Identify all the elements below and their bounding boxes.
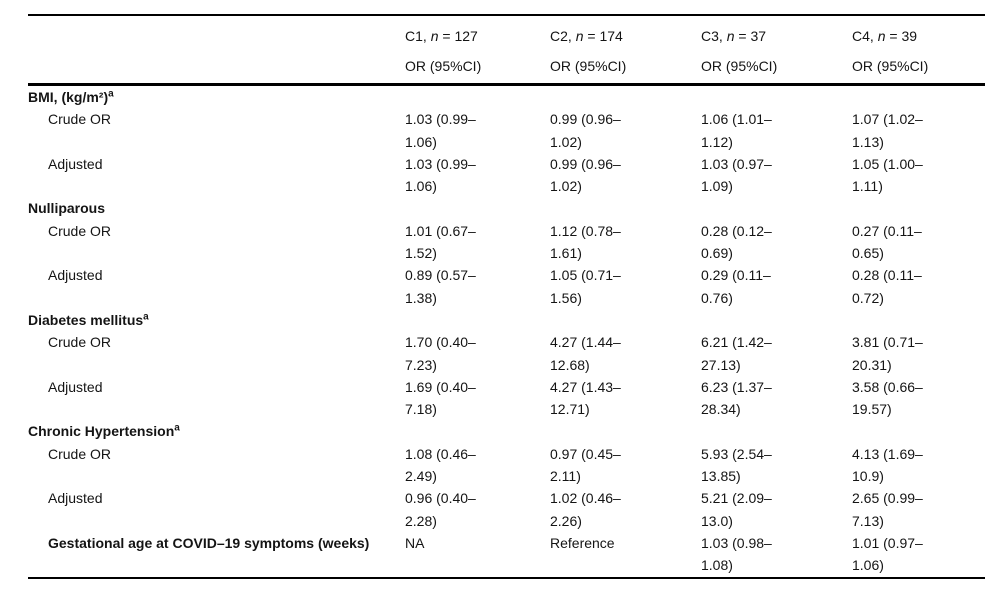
row-label-gestational-age: Gestational age at COVID–19 symptoms (we… — [48, 534, 370, 551]
row-label: Crude OR — [48, 334, 112, 351]
footnote-marker: a — [174, 422, 180, 434]
or-value-cell: 1.01 (0.67–1.52) — [405, 222, 476, 262]
data-row-bmi-adjusted: Adjusted 1.03 (0.99–1.06) 0.99 (0.96–1.0… — [28, 153, 985, 198]
corner-cell — [28, 15, 405, 85]
data-row-hypertension-crude: Crude OR 1.08 (0.46–2.49) 0.97 (0.45–2.1… — [28, 443, 985, 488]
or-value-cell: 1.69 (0.40–7.18) — [405, 378, 476, 418]
or-value-cell: 6.21 (1.42–27.13) — [701, 334, 772, 373]
row-label: Crude OR — [48, 222, 112, 239]
row-label: Crude OR — [48, 445, 112, 462]
data-row-gestational-age: Gestational age at COVID–19 symptoms (we… — [28, 532, 985, 578]
data-row-nulliparous-adjusted: Adjusted 0.89 (0.57–1.38) 1.05 (0.71–1.5… — [28, 264, 985, 309]
or-value-cell: 1.03 (0.99–1.06) — [405, 155, 476, 195]
or-value-cell: 0.89 (0.57–1.38) — [405, 267, 476, 306]
or-value-cell: 1.03 (0.98–1.08) — [701, 534, 772, 574]
section-label: Nulliparous — [28, 200, 106, 217]
or-value-cell: 1.03 (0.97–1.09) — [701, 155, 772, 195]
or-value-cell: 3.81 (0.71–20.31) — [852, 334, 923, 373]
or-value-cell: 0.29 (0.11–0.76) — [701, 267, 771, 306]
table-body: BMI, (kg/m²)a Crude OR 1.03 (0.99–1.06) … — [28, 85, 985, 578]
or-value-cell: 5.21 (2.09–13.0) — [701, 490, 772, 529]
column-header-c2: C2, n = 174 OR (95%CI) — [550, 15, 701, 85]
data-row-bmi-crude: Crude OR 1.03 (0.99–1.06) 0.99 (0.96–1.0… — [28, 108, 985, 153]
row-label: Adjusted — [48, 378, 103, 395]
or-value-cell: 1.05 (0.71–1.56) — [550, 267, 621, 306]
data-row-diabetes-crude: Crude OR 1.70 (0.40–7.23) 4.27 (1.44–12.… — [28, 331, 985, 376]
or-value-cell: 5.93 (2.54–13.85) — [701, 445, 772, 485]
or-ci-label: OR (95%CI) — [550, 58, 627, 74]
section-header-hypertension: Chronic Hypertensiona — [28, 420, 985, 442]
row-label: Adjusted — [48, 267, 103, 284]
or-value-cell: 0.99 (0.96–1.02) — [550, 155, 621, 195]
cluster-label: C2, n = 174 — [550, 28, 623, 44]
or-value-cell: 1.70 (0.40–7.23) — [405, 334, 476, 373]
cluster-label: C3, n = 37 — [701, 28, 767, 44]
or-value-cell: 3.58 (0.66–19.57) — [852, 378, 923, 418]
table-header: C1, n = 127 OR (95%CI) C2, n = 174 OR (95%… — [28, 15, 985, 85]
or-value-cell: NA — [405, 534, 425, 551]
or-value-cell: 4.13 (1.69–10.9) — [852, 445, 923, 485]
cluster-label: C4, n = 39 — [852, 28, 918, 44]
section-label: Diabetes mellitusa — [28, 311, 149, 328]
row-label: Crude OR — [48, 111, 112, 128]
or-value-cell: 1.08 (0.46–2.49) — [405, 445, 476, 485]
or-value-cell: 0.27 (0.11–0.65) — [852, 222, 922, 262]
section-header-nulliparous: Nulliparous — [28, 197, 985, 219]
data-row-nulliparous-crude: Crude OR 1.01 (0.67–1.52) 1.12 (0.78–1.6… — [28, 220, 985, 265]
or-value-cell: 1.06 (1.01–1.12) — [701, 111, 772, 150]
or-ci-label: OR (95%CI) — [701, 58, 778, 74]
row-label: Adjusted — [48, 155, 103, 172]
data-row-diabetes-adjusted: Adjusted 1.69 (0.40–7.18) 4.27 (1.43–12.… — [28, 376, 985, 421]
column-header-c4: C4, n = 39 OR (95%CI) — [852, 15, 985, 85]
row-label: Adjusted — [48, 490, 103, 507]
column-header-c1: C1, n = 127 OR (95%CI) — [405, 15, 550, 85]
or-value-cell: 4.27 (1.44–12.68) — [550, 334, 621, 373]
or-value-cell: 0.96 (0.40–2.28) — [405, 490, 476, 529]
or-value-cell: 1.05 (1.00–1.11) — [852, 155, 923, 195]
or-value-cell: 1.07 (1.02–1.13) — [852, 111, 923, 150]
header-row: C1, n = 127 OR (95%CI) C2, n = 174 OR (95%… — [28, 15, 985, 85]
section-header-bmi: BMI, (kg/m²)a — [28, 85, 985, 109]
or-value-cell: 2.65 (0.99–7.13) — [852, 490, 923, 529]
cluster-label: C1, n = 127 — [405, 28, 478, 44]
or-value-cell: 0.28 (0.12–0.69) — [701, 222, 772, 262]
or-value-cell: 6.23 (1.37–28.34) — [701, 378, 772, 418]
or-value-cell: 0.99 (0.96–1.02) — [550, 111, 621, 150]
or-value-cell: 4.27 (1.43–12.71) — [550, 378, 621, 418]
or-ci-label: OR (95%CI) — [852, 58, 929, 74]
or-value-cell: 0.97 (0.45–2.11) — [550, 445, 621, 485]
section-label: Chronic Hypertensiona — [28, 422, 180, 440]
or-value-cell: 1.12 (0.78–1.61) — [550, 222, 621, 262]
column-header-c3: C3, n = 37 OR (95%CI) — [701, 15, 852, 85]
odds-ratio-table: C1, n = 127 OR (95%CI) C2, n = 174 OR (95%… — [28, 14, 985, 579]
or-value-cell: Reference — [550, 534, 615, 551]
footnote-marker: a — [108, 88, 114, 100]
section-label: BMI, (kg/m²)a — [28, 88, 114, 105]
or-value-cell: 1.02 (0.46–2.26) — [550, 490, 621, 529]
or-value-cell: 1.03 (0.99–1.06) — [405, 111, 476, 150]
section-header-diabetes: Diabetes mellitusa — [28, 309, 985, 331]
or-value-cell: 0.28 (0.11–0.72) — [852, 267, 922, 306]
data-row-hypertension-adjusted: Adjusted 0.96 (0.40–2.28) 1.02 (0.46–2.2… — [28, 487, 985, 532]
or-value-cell: 1.01 (0.97–1.06) — [852, 534, 923, 574]
footnote-marker: a — [143, 311, 149, 323]
or-ci-label: OR (95%CI) — [405, 58, 482, 74]
